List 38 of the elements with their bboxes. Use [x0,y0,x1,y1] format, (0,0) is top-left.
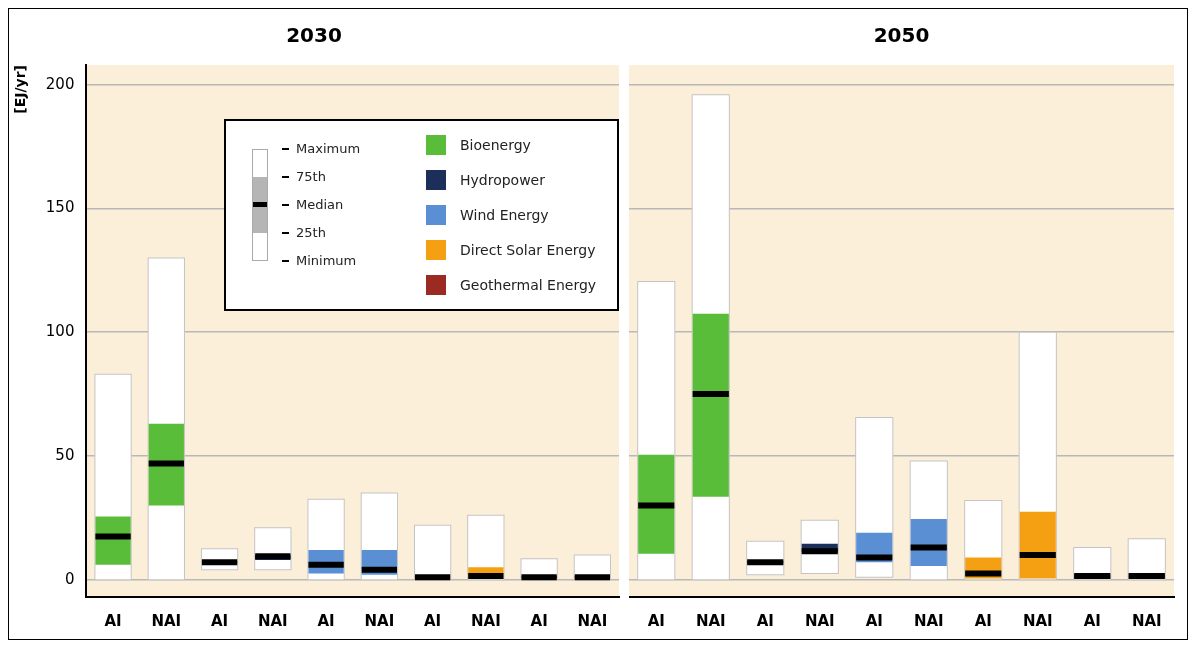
annotation: Minimum [296,253,357,268]
x-tick-label: NAI [913,611,944,630]
chart-title: 2050 [873,23,930,48]
x-tick-label: NAI [1131,611,1162,630]
x-tick-label: AI [647,611,665,630]
x-tick-label: AI [104,611,122,630]
annotation: Maximum [296,141,361,156]
annotation: 75th [296,169,326,184]
legend-label: Geothermal Energy [460,277,597,293]
x-tick-label: AI [756,611,774,630]
y-tick-label: 200 [45,74,75,93]
x-tick-label: NAI [151,611,182,630]
legend-label: Hydropower [460,172,545,188]
legend-label: Wind Energy [460,207,549,223]
x-tick-label: AI [210,611,229,630]
x-tick-label: AI [530,611,548,630]
x-tick-label: AI [974,611,992,630]
x-tick-label: AI [317,611,335,630]
annotation: Median [296,197,344,212]
x-tick-label: NAI [577,611,608,630]
chart-title: 2030 [286,23,342,48]
y-tick-label: 0 [64,569,75,588]
x-tick-label: NAI [364,611,395,630]
x-tick-label: AI [424,611,442,630]
x-tick-label: NAI [804,611,835,630]
legend-label: Direct Solar Energy [460,242,596,258]
x-tick-label: AI [1083,611,1101,630]
y-tick-label: 100 [45,322,75,341]
x-tick-label: NAI [470,611,501,630]
x-tick-label: AI [865,611,883,630]
y-tick-label: 150 [45,198,75,217]
x-tick-label: NAI [1022,611,1053,630]
y-tick-label: 50 [55,445,75,464]
x-tick-label: NAI [695,611,726,630]
annotation: 25th [296,225,326,240]
legend-label: Bioenergy [460,137,531,153]
x-tick-label: NAI [257,611,288,630]
y-axis-title: [EJ/yr] [12,65,29,114]
